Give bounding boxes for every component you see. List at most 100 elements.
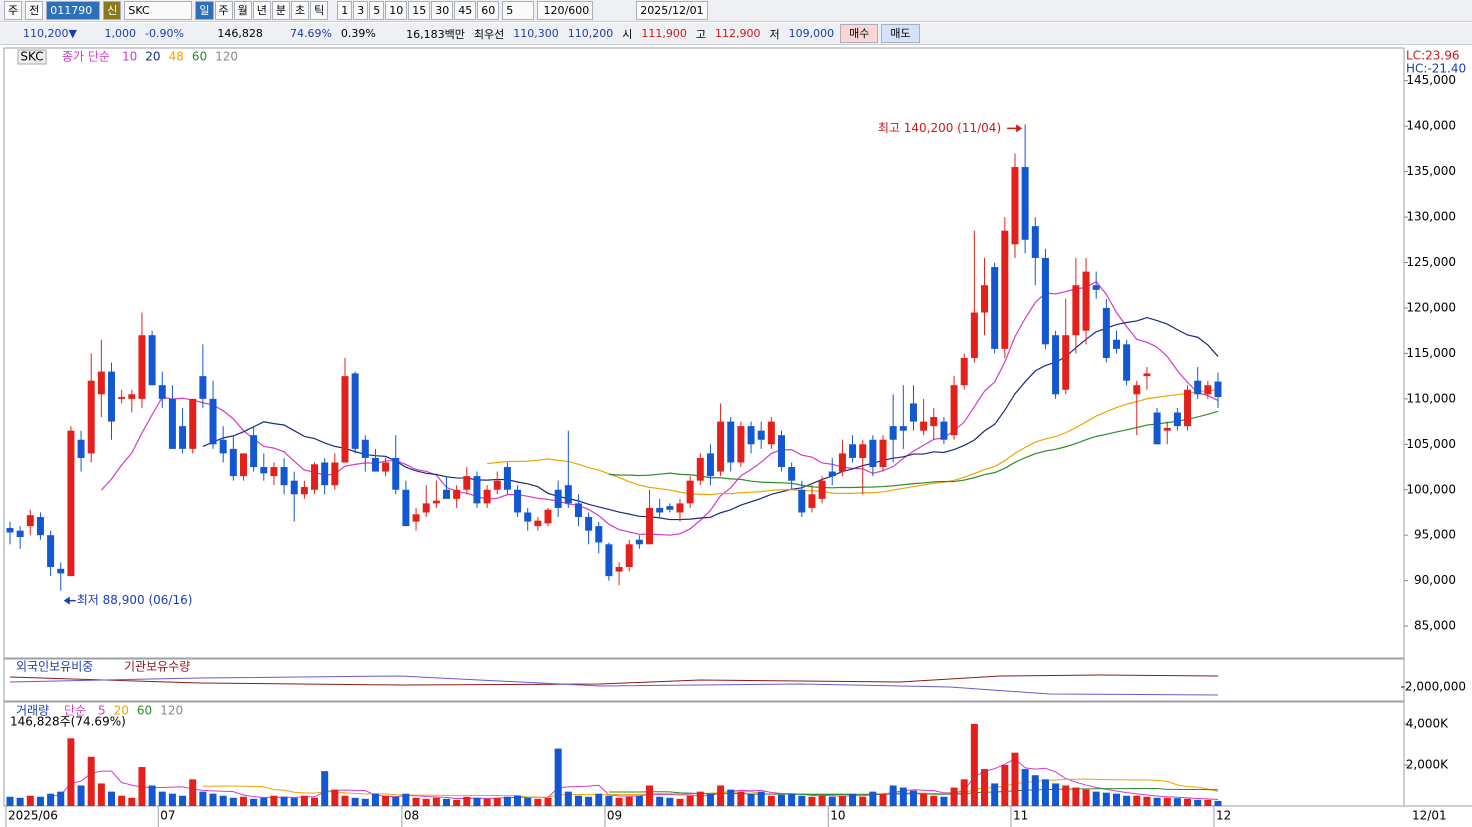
volume-bar: [615, 797, 623, 806]
volume-bar: [879, 793, 887, 806]
period-button[interactable]: 초: [291, 1, 310, 20]
volume-bar: [747, 793, 755, 806]
interval-button[interactable]: 10: [385, 1, 408, 20]
volume-bar: [108, 791, 116, 806]
period-button[interactable]: 주: [214, 1, 233, 20]
interval-button[interactable]: 60: [477, 1, 500, 20]
volume-bar: [402, 793, 410, 806]
volume-bar: [514, 795, 522, 806]
candle-body: [371, 457, 379, 472]
volume-summary: 146,828주(74.69%): [10, 715, 126, 729]
volume-bar: [950, 787, 958, 806]
ownership-tick: -2,000,000: [1401, 680, 1466, 694]
candle-body: [412, 514, 420, 522]
period-button[interactable]: 년: [252, 1, 271, 20]
period-button[interactable]: 일: [195, 1, 214, 20]
candle-body: [879, 439, 887, 468]
volume-bar: [625, 796, 633, 806]
volume-bar: [859, 796, 867, 806]
volume-bar: [1031, 775, 1039, 806]
y-tick-label: 95,000: [1414, 528, 1456, 542]
volume-bar: [97, 783, 105, 806]
candle-body: [1163, 427, 1171, 431]
volume-bar: [371, 793, 379, 806]
volume-bar: [229, 797, 237, 806]
name-input[interactable]: SKC: [124, 1, 193, 20]
period-button[interactable]: 월: [233, 1, 252, 20]
market-select[interactable]: 주: [4, 1, 23, 20]
candle-body: [1052, 335, 1060, 395]
volume-ratio: 74.69%: [289, 27, 332, 40]
candle-body: [818, 480, 826, 499]
volume-bar: [849, 793, 857, 806]
y-tick-label: 100,000: [1406, 482, 1456, 496]
candle-body: [36, 517, 44, 536]
volume-bar: [412, 797, 420, 806]
interval-select[interactable]: 5: [502, 1, 535, 20]
volume-bar: [727, 789, 735, 806]
candle-body: [6, 527, 14, 533]
title: SKC: [20, 50, 43, 64]
volume-bar: [453, 799, 461, 806]
y-tick-label: 110,000: [1406, 391, 1456, 405]
candle-body: [676, 503, 684, 513]
candle-body: [1072, 285, 1080, 336]
sell-button[interactable]: 매도: [881, 24, 920, 43]
volume-title: 거래량: [16, 704, 49, 718]
volume-bar: [737, 791, 745, 806]
volume-ma-legend: 5: [98, 704, 106, 718]
period-button[interactable]: 틱: [310, 1, 329, 20]
annotation-arrow: [1016, 124, 1023, 133]
interval-button[interactable]: 30: [431, 1, 454, 20]
candle-body: [189, 398, 197, 449]
ma-legend: 60: [192, 50, 207, 64]
scope-button[interactable]: 전: [25, 1, 44, 20]
candle-body: [382, 462, 390, 472]
candle-body: [432, 500, 440, 504]
period-button[interactable]: 분: [271, 1, 290, 20]
interval-button[interactable]: 1: [337, 1, 353, 20]
candle-body: [1112, 339, 1120, 349]
volume-bar: [1194, 799, 1202, 806]
open: 111,900: [641, 27, 687, 40]
candle-body: [199, 376, 207, 399]
volume: 146,828: [217, 27, 263, 40]
candle-body: [777, 435, 785, 468]
interval-button[interactable]: 45: [454, 1, 477, 20]
open-label: 시: [622, 27, 633, 41]
interval-button[interactable]: 3: [353, 1, 369, 20]
volume-bar: [382, 795, 390, 806]
candle-body: [727, 421, 735, 463]
volume-ma-legend: 60: [137, 704, 152, 718]
volume-bar: [300, 795, 308, 806]
interval-button[interactable]: 15: [408, 1, 431, 20]
institution-line: [9, 674, 1219, 686]
volume-bar: [36, 796, 44, 806]
y-tick-label: 85,000: [1414, 619, 1456, 633]
buy-button[interactable]: 매수: [840, 24, 879, 43]
candle-body: [940, 421, 948, 440]
volume-bar: [270, 795, 278, 806]
volume-bar: [1001, 764, 1009, 806]
y-tick-label: 4,000K: [1406, 716, 1449, 730]
volume-bar: [361, 798, 369, 806]
count-input[interactable]: 120/600: [537, 1, 594, 20]
candle-body: [87, 380, 95, 454]
volume-bar: [686, 795, 694, 806]
date-input[interactable]: 2025/12/01: [636, 1, 708, 20]
candle-body: [422, 503, 430, 513]
candle-body: [260, 467, 268, 474]
candle-body: [280, 467, 288, 486]
volume-bar: [199, 791, 207, 806]
volume-bar: [250, 798, 258, 806]
volume-bar: [118, 795, 126, 806]
annotation-arrow: [63, 596, 70, 605]
volume-bar: [706, 793, 714, 806]
interval-button[interactable]: 5: [369, 1, 385, 20]
candle-body: [889, 426, 897, 440]
candle-body: [899, 426, 907, 431]
volume-bar: [1092, 791, 1100, 806]
candle-body: [209, 398, 217, 445]
volume-bar: [524, 797, 532, 806]
code-input[interactable]: 011790: [46, 1, 101, 20]
